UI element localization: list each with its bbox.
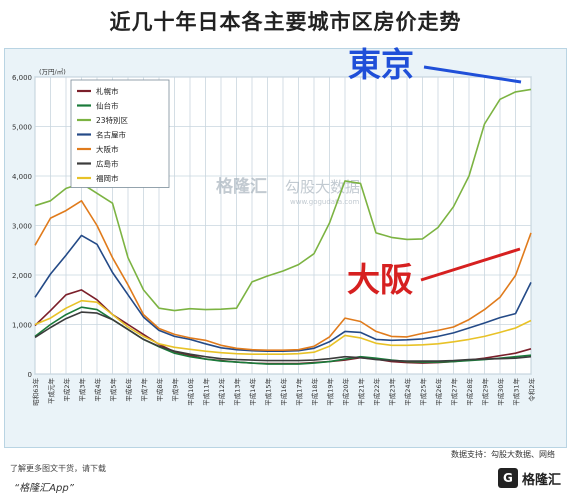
footer-app-name: “格隆汇App” xyxy=(14,483,74,494)
x-tick-label: 平成11年 xyxy=(202,378,211,406)
y-tick-label: 4,000 xyxy=(12,173,32,181)
series-line xyxy=(34,299,532,355)
legend-label: 広島市 xyxy=(96,159,119,169)
tokyo-pointer-line xyxy=(423,65,522,84)
x-tick-label: 平成2年 xyxy=(62,378,71,402)
y-tick-label: 2,000 xyxy=(12,272,32,280)
logo-icon: G xyxy=(497,468,518,488)
data-source: 数据支持：勾股大数据、网络 xyxy=(451,450,555,459)
series-line xyxy=(34,88,532,312)
watermark-url: www.gogudata.com xyxy=(290,198,359,206)
x-tick-label: 平成22年 xyxy=(372,378,381,406)
annotations: 東京 大阪 xyxy=(347,45,522,299)
x-tick-label: 平成31年 xyxy=(512,378,521,406)
x-tick-label: 平成21年 xyxy=(357,378,366,406)
series-line xyxy=(34,311,532,362)
x-tick-label: 平成9年 xyxy=(171,378,180,402)
x-tick-label: 平成元年 xyxy=(47,378,56,405)
x-tick-label: 平成10年 xyxy=(186,378,195,406)
x-tick-label: 平成24年 xyxy=(403,378,412,406)
x-tick-label: 平成8年 xyxy=(155,378,164,402)
series-line xyxy=(34,200,532,351)
tokyo-annotation: 東京 xyxy=(348,45,414,84)
x-tick-label: 平成4年 xyxy=(93,378,102,402)
x-tick-label: 平成20年 xyxy=(341,378,350,406)
x-tick-label: 平成12年 xyxy=(217,378,226,406)
y-tick-label: 1,000 xyxy=(12,322,32,330)
logo-text: 格隆汇 xyxy=(521,472,561,488)
x-tick-label: 平成7年 xyxy=(140,378,149,402)
series-line xyxy=(34,234,532,352)
x-tick-label: 平成17年 xyxy=(295,378,304,406)
series-layer xyxy=(34,88,532,365)
x-tick-label: 平成13年 xyxy=(233,378,242,406)
y-unit-label: (万円/㎡) xyxy=(39,67,66,76)
x-tick-label: 平成28年 xyxy=(465,378,474,406)
osaka-annotation: 大阪 xyxy=(347,260,413,299)
x-tick-label: 平成27年 xyxy=(450,378,459,406)
legend-label: 大阪市 xyxy=(96,144,119,154)
y-tick-label: 0 xyxy=(28,371,32,379)
x-tick-label: 令和2年 xyxy=(527,378,536,402)
x-tick-label: 昭和63年 xyxy=(31,378,40,406)
legend-label: 福岡市 xyxy=(96,173,119,183)
watermark-brand: 格隆汇 xyxy=(216,176,267,197)
x-tick-label: 平成14年 xyxy=(248,378,257,406)
legend-label: 仙台市 xyxy=(96,101,119,111)
x-tick-label: 平成26年 xyxy=(434,378,443,406)
footer-note: 了解更多图文干货，请下载 xyxy=(10,464,106,473)
y-tick-label: 3,000 xyxy=(12,223,32,231)
x-tick-label: 平成15年 xyxy=(264,378,273,406)
y-tick-label: 6,000 xyxy=(12,74,32,82)
axis-layer: 0 1,000 2,000 3,000 4,000 5,000 6,000 (万円/㎡) 昭和6… xyxy=(12,67,536,406)
legend-label: 名古屋市 xyxy=(96,130,126,140)
x-tick-label: 平成29年 xyxy=(481,378,490,406)
x-tick-label: 平成6年 xyxy=(124,378,133,402)
legend-label: 23特別区 xyxy=(96,115,129,125)
x-tick-label: 平成3年 xyxy=(78,378,87,402)
x-tick-label: 平成5年 xyxy=(109,378,118,402)
x-tick-label: 平成19年 xyxy=(326,378,335,406)
x-tick-label: 平成23年 xyxy=(388,378,397,406)
y-tick-label: 5,000 xyxy=(12,124,32,132)
chart-title: 近几十年日本各主要城市区房价走势 xyxy=(109,10,462,34)
x-tick-label: 平成25年 xyxy=(419,378,428,406)
x-tick-label: 平成18年 xyxy=(310,378,319,406)
x-tick-label: 平成30年 xyxy=(496,378,505,406)
brand-logo: G 格隆汇 xyxy=(497,467,561,489)
osaka-pointer-line xyxy=(420,247,521,282)
legend-label: 札幌市 xyxy=(96,86,119,96)
x-tick-label: 平成16年 xyxy=(279,378,288,406)
